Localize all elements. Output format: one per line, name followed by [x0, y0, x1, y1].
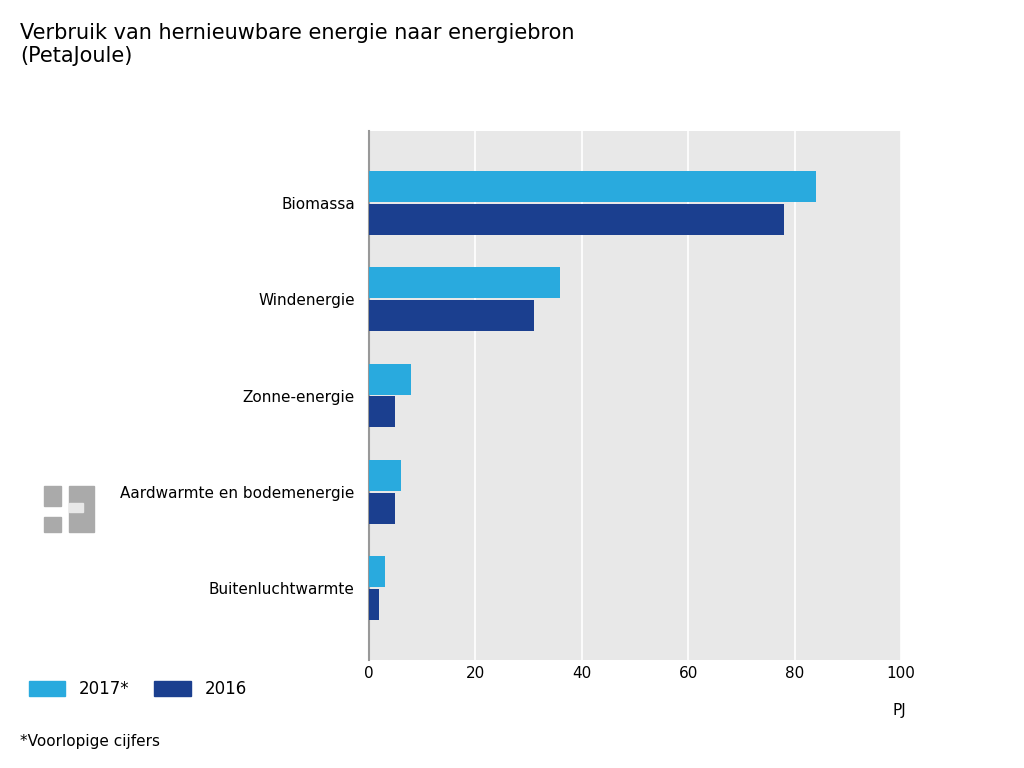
Bar: [369, 396, 395, 427]
Bar: [369, 364, 412, 395]
Bar: [44, 486, 60, 506]
Bar: [70, 503, 83, 511]
Bar: [369, 460, 400, 491]
Legend: 2017*, 2016: 2017*, 2016: [29, 680, 247, 698]
Bar: [369, 267, 560, 298]
Bar: [369, 171, 816, 202]
Bar: [369, 300, 534, 331]
Bar: [44, 518, 60, 532]
Bar: [369, 589, 379, 620]
Bar: [369, 493, 395, 524]
Bar: [369, 557, 385, 588]
Text: Verbruik van hernieuwbare energie naar energiebron
(PetaJoule): Verbruik van hernieuwbare energie naar e…: [20, 23, 575, 66]
Bar: [369, 204, 784, 234]
Text: PJ: PJ: [893, 703, 906, 718]
Bar: [70, 486, 94, 532]
Text: *Voorlopige cijfers: *Voorlopige cijfers: [20, 733, 161, 749]
